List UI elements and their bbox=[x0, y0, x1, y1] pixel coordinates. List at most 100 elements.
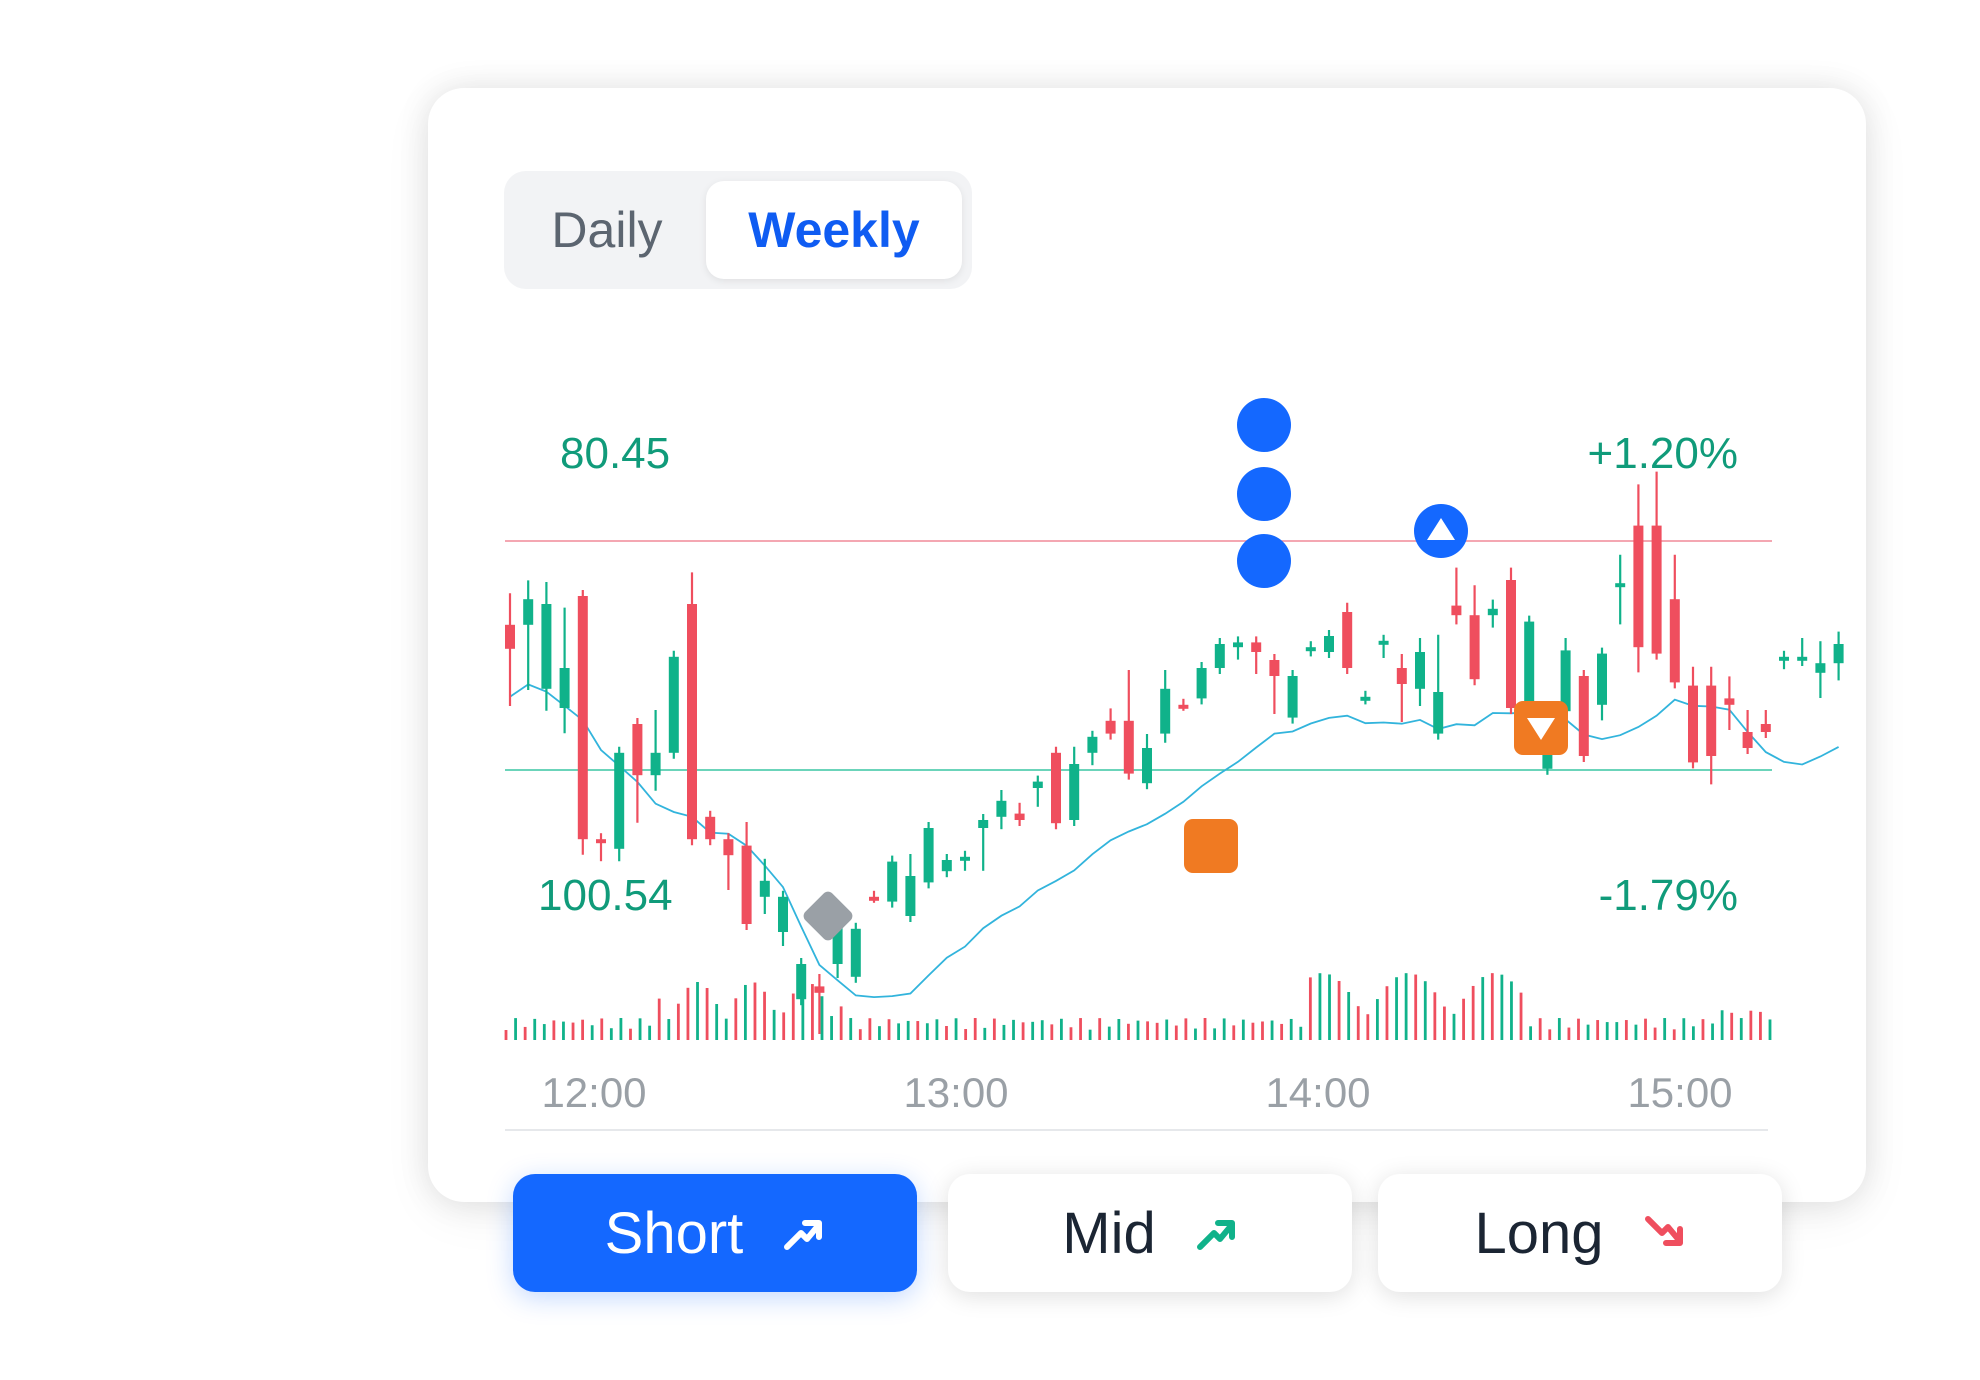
volume-bar bbox=[619, 1018, 623, 1040]
candle-body bbox=[1105, 720, 1116, 734]
volume-bar bbox=[1050, 1024, 1054, 1040]
volume-bar bbox=[581, 1019, 585, 1040]
volume-bar bbox=[906, 1020, 910, 1040]
price-label-lower: 100.54 bbox=[538, 871, 673, 920]
volume-bar bbox=[1155, 1022, 1159, 1040]
volume-bar bbox=[1462, 998, 1465, 1040]
volume-bar bbox=[1768, 1019, 1772, 1040]
candle-body bbox=[1706, 685, 1717, 756]
volume-bar bbox=[1730, 1012, 1734, 1040]
volume-bar bbox=[542, 1024, 546, 1040]
volume-bar bbox=[1328, 974, 1331, 1040]
volume-bar bbox=[1002, 1024, 1006, 1040]
volume-bar bbox=[1529, 1026, 1533, 1040]
candle-body bbox=[1760, 724, 1771, 732]
volume-bar bbox=[705, 987, 709, 1040]
signal-dot[interactable] bbox=[1237, 398, 1291, 452]
volume-bar bbox=[820, 996, 824, 1040]
volume-bar bbox=[1107, 1026, 1111, 1040]
candle-body bbox=[1779, 656, 1789, 661]
square-marker-icon[interactable] bbox=[1184, 819, 1238, 873]
change-label-upper: +1.20% bbox=[1588, 429, 1738, 478]
volume-bar bbox=[1471, 985, 1475, 1040]
candle-body bbox=[1669, 599, 1680, 683]
volume-bar bbox=[935, 1019, 939, 1040]
candle-body bbox=[1324, 636, 1334, 652]
candle-body bbox=[869, 896, 879, 901]
candle-body bbox=[1269, 660, 1280, 676]
volume-bar bbox=[801, 983, 805, 1040]
candle-body bbox=[1178, 704, 1189, 709]
candle-body bbox=[814, 986, 825, 993]
volume-bar bbox=[1395, 977, 1398, 1040]
candle-body bbox=[577, 596, 588, 840]
volume-bar bbox=[1184, 1018, 1188, 1040]
sell-triangle-icon[interactable] bbox=[1514, 701, 1568, 755]
volume-bar bbox=[1404, 973, 1408, 1040]
volume-bar bbox=[1557, 1018, 1561, 1040]
candle-body bbox=[1051, 752, 1061, 824]
volume-bar bbox=[916, 1021, 920, 1040]
long-term-label: Long bbox=[1474, 1200, 1604, 1266]
candle-body bbox=[1597, 653, 1607, 705]
x-tick-label: 13:00 bbox=[903, 1069, 1008, 1116]
volume-bar bbox=[715, 1004, 719, 1040]
candle-body bbox=[1560, 650, 1571, 712]
candle-body bbox=[887, 861, 898, 902]
candle-body bbox=[505, 624, 515, 649]
candle-body bbox=[978, 820, 989, 828]
signal-dot[interactable] bbox=[1237, 467, 1291, 521]
short-term-button[interactable]: Short bbox=[513, 1174, 917, 1292]
volume-bar bbox=[868, 1018, 872, 1040]
trend-up-arrow-icon bbox=[784, 1220, 823, 1250]
volume-bar bbox=[1194, 1028, 1197, 1040]
x-tick-label: 15:00 bbox=[1627, 1069, 1732, 1116]
volume-bar bbox=[1759, 1011, 1762, 1040]
candle-body bbox=[1651, 525, 1662, 654]
candle-body bbox=[1360, 696, 1371, 701]
candle-body bbox=[796, 964, 807, 1000]
candle-body bbox=[1287, 676, 1298, 718]
volume-bar bbox=[724, 1018, 728, 1040]
volume-bar bbox=[1299, 1026, 1303, 1040]
trend-down-arrow-icon bbox=[1644, 1216, 1683, 1246]
candle-body bbox=[1032, 781, 1043, 788]
candle-body bbox=[759, 880, 770, 897]
volume-bar bbox=[514, 1018, 517, 1040]
volume-bar bbox=[1663, 1018, 1667, 1040]
volume-bar bbox=[1538, 1018, 1542, 1040]
volume-bar bbox=[1222, 1018, 1226, 1040]
volume-bar bbox=[1280, 1023, 1284, 1040]
volume-bar bbox=[1069, 1027, 1073, 1040]
candle-body bbox=[1833, 644, 1844, 664]
trend-up-arrow-icon bbox=[1196, 1220, 1235, 1250]
buy-triangle-icon[interactable] bbox=[1414, 504, 1468, 558]
volume-bar bbox=[1356, 1006, 1360, 1040]
candle-body bbox=[832, 908, 843, 964]
volume-bar bbox=[1739, 1018, 1743, 1040]
mid-term-button[interactable]: Mid bbox=[948, 1174, 1352, 1292]
volume-bar bbox=[1337, 980, 1341, 1040]
volume-bar bbox=[734, 998, 738, 1040]
volume-bar bbox=[973, 1018, 977, 1040]
volume-bar bbox=[1644, 1018, 1647, 1040]
diamond-marker-icon[interactable] bbox=[801, 889, 855, 943]
weekly-tab[interactable]: Weekly bbox=[706, 181, 962, 279]
volume-bar bbox=[1040, 1020, 1044, 1040]
volume-bar bbox=[1117, 1019, 1121, 1040]
long-term-button[interactable]: Long bbox=[1378, 1174, 1782, 1292]
volume-bar bbox=[1385, 986, 1389, 1040]
volume-bar bbox=[992, 1018, 996, 1040]
signal-dot[interactable] bbox=[1237, 534, 1291, 588]
candle-body bbox=[923, 828, 934, 883]
volume-bar bbox=[1289, 1018, 1293, 1040]
volume-bar bbox=[763, 991, 766, 1040]
volume-bar bbox=[1711, 1023, 1714, 1040]
candle-body bbox=[1069, 764, 1080, 820]
candle-body bbox=[614, 752, 625, 849]
daily-tab[interactable]: Daily bbox=[551, 202, 663, 258]
volume-bar bbox=[1423, 981, 1427, 1040]
candle-body bbox=[1451, 605, 1462, 616]
candle-body bbox=[541, 604, 552, 689]
